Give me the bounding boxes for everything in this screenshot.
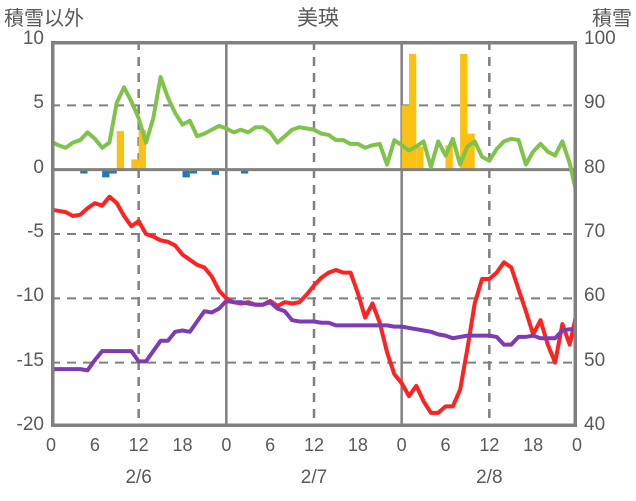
y-tick-left: -20 [16,414,44,435]
x-tick: 12 [303,435,325,455]
y-tick-left: -5 [27,221,44,242]
plot-frame [51,41,577,427]
x-tick: 6 [440,435,451,455]
y-tick-left: -10 [16,285,44,307]
y-tick-right: 70 [584,221,606,242]
series-風速 [51,75,577,198]
x-tick: 6 [265,435,276,455]
y-tick-left: -15 [16,349,44,371]
snow-bar [138,129,146,170]
series-露点温度 [51,298,577,373]
snow-bar [401,105,409,170]
precip-bar [240,169,249,174]
x-tick: 0 [396,435,407,455]
x-tick: 0 [221,435,232,455]
y-tick-left: 5 [33,92,44,114]
x-tick: 18 [523,435,544,455]
precip-bar [102,169,110,178]
x-day-label: 2/6 [125,467,152,488]
x-day-label: 2/7 [300,467,328,488]
x-day-label: 2/8 [476,467,503,488]
x-tick: 18 [172,435,193,455]
snow-bar [116,131,125,170]
precip-bar [211,169,220,175]
x-tick: 12 [128,435,149,455]
snow-bar [445,145,453,170]
y-tick-right: 60 [584,285,606,307]
snow-bar [467,133,475,170]
plot-svg [51,41,577,427]
right-axis-caption: 積雪 [592,8,632,30]
x-tick: 6 [89,435,100,455]
x-tick: 0 [45,435,56,455]
snow-bar [131,159,139,170]
y-tick-right: 100 [584,28,616,49]
x-tick: 0 [571,435,582,455]
snow-bar [460,53,468,170]
precip-bar [80,169,88,174]
plot-area [51,41,577,427]
y-tick-left: 0 [33,156,44,178]
precip-bar [182,169,190,178]
precip-bar [109,169,117,174]
x-tick: 12 [479,435,500,455]
snow-bar [408,53,417,170]
precip-bar [189,169,198,174]
x-tick: 18 [347,435,368,455]
chart-title: 美瑛 [297,7,339,30]
y-tick-right: 50 [584,349,606,371]
y-tick-left: 10 [22,28,44,49]
y-tick-right: 80 [584,156,606,178]
y-tick-right: 90 [584,92,606,114]
left-axis-caption: 積雪以外 [4,8,84,30]
y-tick-right: 40 [584,414,606,435]
series-気温 [51,194,577,415]
snow-bar [416,146,424,170]
